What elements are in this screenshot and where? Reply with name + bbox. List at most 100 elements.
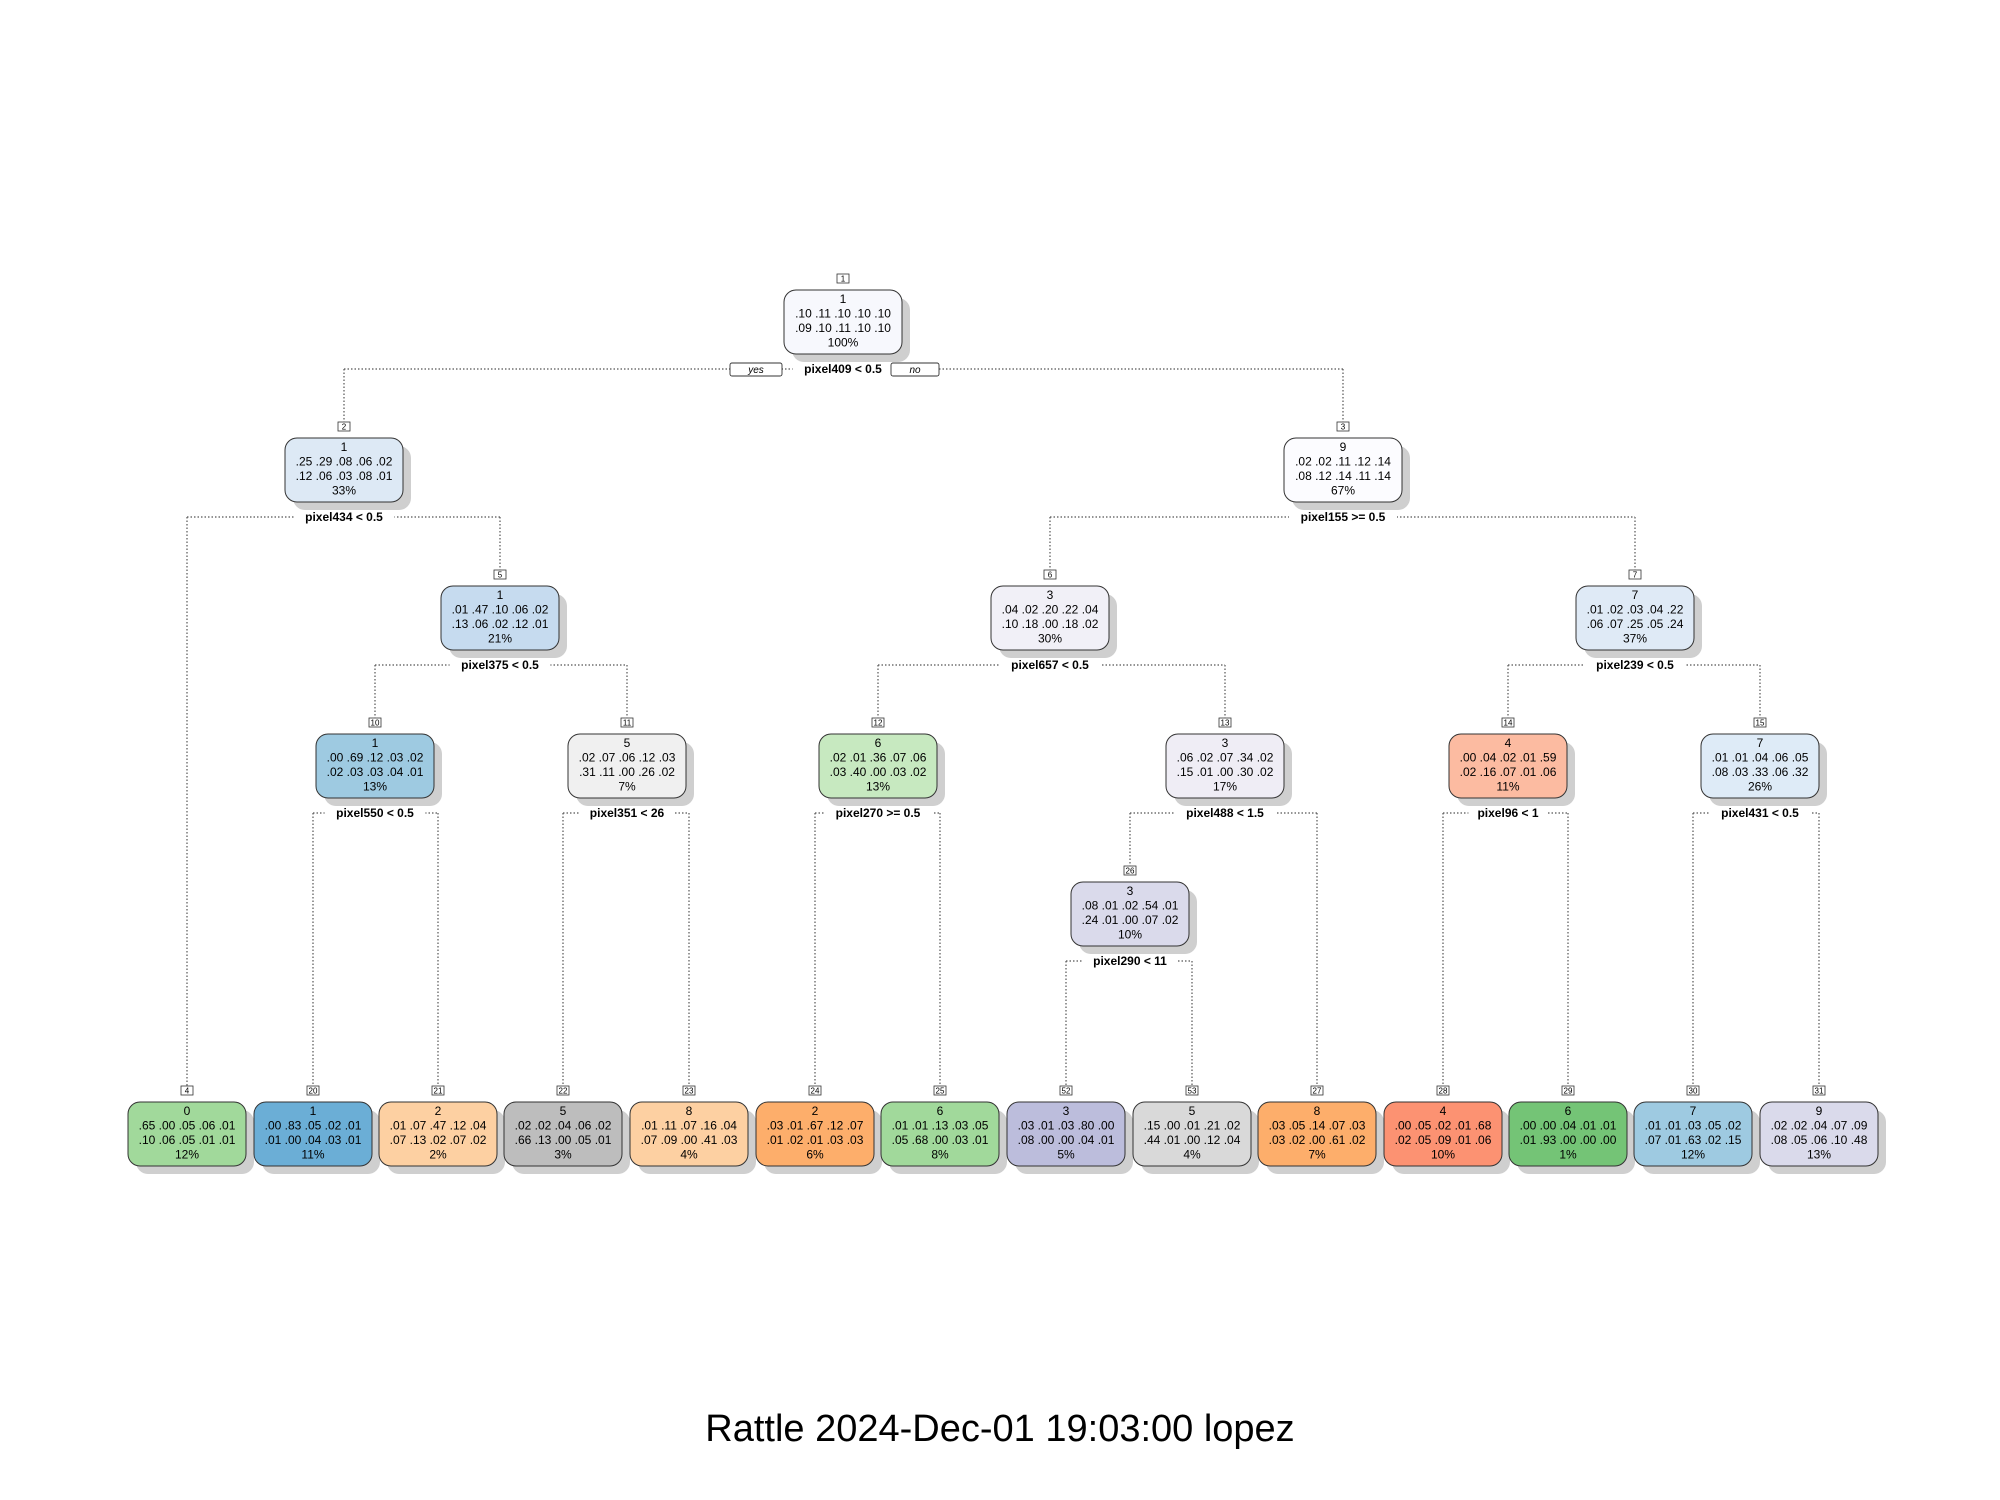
node-class-label: 3 xyxy=(1127,884,1134,898)
node-class-label: 8 xyxy=(1314,1104,1321,1118)
node-id-box xyxy=(1310,1085,1324,1096)
node-prob-row-2: .06 .07 .25 .05 .24 xyxy=(1587,617,1684,631)
node-box xyxy=(1257,1101,1377,1167)
split-label-bg xyxy=(449,658,551,672)
node-id-label: 7 xyxy=(1633,571,1638,580)
node-prob-row-2: .31 .11 .00 .26 .02 xyxy=(579,765,675,779)
node-class-label: 3 xyxy=(1047,588,1054,602)
node-prob-row-1: .02 .02 .04 .07 .09 xyxy=(1771,1119,1868,1133)
node-id-box xyxy=(1185,1085,1199,1096)
node-id-label: 6 xyxy=(1048,571,1053,580)
node-id-label: 31 xyxy=(1815,1087,1824,1096)
node-box xyxy=(1283,437,1403,503)
node-percent: 12% xyxy=(1681,1148,1705,1162)
node-id-label: 14 xyxy=(1504,719,1513,728)
node-box xyxy=(253,1101,373,1167)
node-percent: 5% xyxy=(1057,1148,1075,1162)
node-class-label: 9 xyxy=(1816,1104,1823,1118)
node-box xyxy=(127,1101,247,1167)
node-box xyxy=(503,1101,623,1167)
node-percent: 7% xyxy=(618,780,636,794)
node-prob-row-2: .44 .01 .00 .12 .04 xyxy=(1144,1133,1241,1147)
node-percent: 21% xyxy=(488,632,512,646)
tree-node-25: 25 6.01 .01 .13 .03 .05.05 .68 .00 .03 .0… xyxy=(880,1085,1007,1174)
split-label: pixel488 < 1.5 xyxy=(1186,806,1264,820)
node-prob-row-1: .25 .29 .08 .06 .02 xyxy=(296,455,393,469)
node-percent: 10% xyxy=(1118,928,1142,942)
node-id-label: 5 xyxy=(498,571,503,580)
node-class-label: 7 xyxy=(1690,1104,1697,1118)
node-class-label: 5 xyxy=(1189,1104,1196,1118)
tree-node-15: 15 7.01 .01 .04 .06 .05.08 .03 .33 .06 .3… xyxy=(1700,717,1827,820)
node-id-label: 11 xyxy=(623,719,632,728)
caption: Rattle 2024-Dec-01 19:03:00 lopez xyxy=(705,1408,1295,1450)
node-prob-row-1: .03 .01 .03 .80 .00 xyxy=(1018,1119,1115,1133)
split-label-bg xyxy=(293,510,395,524)
node-box xyxy=(284,437,404,503)
node-class-label: 6 xyxy=(875,736,882,750)
node-box xyxy=(1759,1101,1879,1167)
split-label-bg xyxy=(580,806,674,820)
split-label-bg xyxy=(1289,510,1397,524)
node-prob-row-2: .01 .93 .00 .00 .00 xyxy=(1520,1133,1617,1147)
node-class-label: 1 xyxy=(497,588,504,602)
node-id-box xyxy=(556,1085,570,1096)
node-box xyxy=(818,733,938,799)
node-box xyxy=(629,1101,749,1167)
node-percent: 10% xyxy=(1431,1148,1455,1162)
node-id-label: 22 xyxy=(559,1087,568,1096)
node-prob-row-1: .01 .07 .47 .12 .04 xyxy=(390,1119,487,1133)
tree-node-53: 53 5.15 .00 .01 .21 .02.44 .01 .00 .12 .0… xyxy=(1132,1085,1259,1174)
node-box xyxy=(1383,1101,1503,1167)
node-prob-row-2: .03 .40 .00 .03 .02 xyxy=(830,765,927,779)
node-id-box xyxy=(836,273,850,284)
tree-node-30: 30 7.01 .01 .03 .05 .02.07 .01 .63 .02 .1… xyxy=(1633,1085,1760,1174)
node-class-label: 7 xyxy=(1757,736,1764,750)
node-id-box xyxy=(1753,717,1767,728)
split-label: pixel351 < 26 xyxy=(590,806,665,820)
node-percent: 7% xyxy=(1308,1148,1326,1162)
node-prob-row-1: .08 .01 .02 .54 .01 xyxy=(1082,899,1179,913)
split-label-bg xyxy=(1083,954,1177,968)
node-percent: 1% xyxy=(1559,1148,1577,1162)
node-class-label: 1 xyxy=(372,736,379,750)
tree-node-21: 21 2.01 .07 .47 .12 .04.07 .13 .02 .07 .0… xyxy=(378,1085,505,1174)
node-percent: 4% xyxy=(680,1148,698,1162)
split-label: pixel270 >= 0.5 xyxy=(836,806,921,820)
node-class-label: 5 xyxy=(560,1104,567,1118)
node-id-box xyxy=(808,1085,822,1096)
tree-node-7: 77.01 .02 .03 .04 .22.06 .07 .25 .05 .24… xyxy=(1575,569,1702,672)
tree-node-10: 10 1.00 .69 .12 .03 .02.02 .03 .03 .04 .0… xyxy=(315,717,442,820)
tree-node-14: 14 4.00 .04 .02 .01 .59.02 .16 .07 .01 .0… xyxy=(1448,717,1575,820)
node-box xyxy=(315,733,435,799)
node-percent: 8% xyxy=(931,1148,949,1162)
node-prob-row-1: .01 .01 .03 .05 .02 xyxy=(1645,1119,1742,1133)
tree-node-5: 5 1.01 .47 .10 .06 .02.13 .06 .02 .12 .01… xyxy=(440,569,567,672)
node-id-box xyxy=(1059,1085,1073,1096)
split-label-bg xyxy=(1468,806,1548,820)
tree-node-22: 22 5.02 .02 .04 .06 .02.66 .13 .00 .05 .0… xyxy=(503,1085,630,1174)
node-id-label: 15 xyxy=(1756,719,1765,728)
node-class-label: 5 xyxy=(624,736,631,750)
no-text: no xyxy=(909,365,921,376)
yes-box xyxy=(729,362,783,377)
node-class-label: 1 xyxy=(840,292,847,306)
split-label-bg xyxy=(1174,806,1276,820)
split-label-bg xyxy=(1584,658,1686,672)
node-percent: 67% xyxy=(1331,484,1355,498)
node-class-label: 9 xyxy=(1340,440,1347,454)
node-id-box xyxy=(1501,717,1515,728)
tree-node-20: 20 1.00 .83 .05 .02 .01.01 .00 .04 .03 .0… xyxy=(253,1085,380,1174)
node-prob-row-2: .05 .68 .00 .03 .01 xyxy=(892,1133,989,1147)
node-box xyxy=(1132,1101,1252,1167)
node-id-box xyxy=(180,1085,194,1096)
node-id-box xyxy=(682,1085,696,1096)
node-id-box xyxy=(1812,1085,1826,1096)
node-prob-row-2: .01 .02 .01 .03 .03 xyxy=(767,1133,864,1147)
node-prob-row-2: .10 .18 .00 .18 .02 xyxy=(1002,617,1099,631)
node-prob-row-2: .24 .01 .00 .07 .02 xyxy=(1082,913,1179,927)
split-label: pixel375 < 0.5 xyxy=(461,658,539,672)
node-prob-row-1: .02 .01 .36 .07 .06 xyxy=(830,751,927,765)
tree-node-26: 26 3.08 .01 .02 .54 .01.24 .01 .00 .07 .0… xyxy=(1070,865,1197,968)
